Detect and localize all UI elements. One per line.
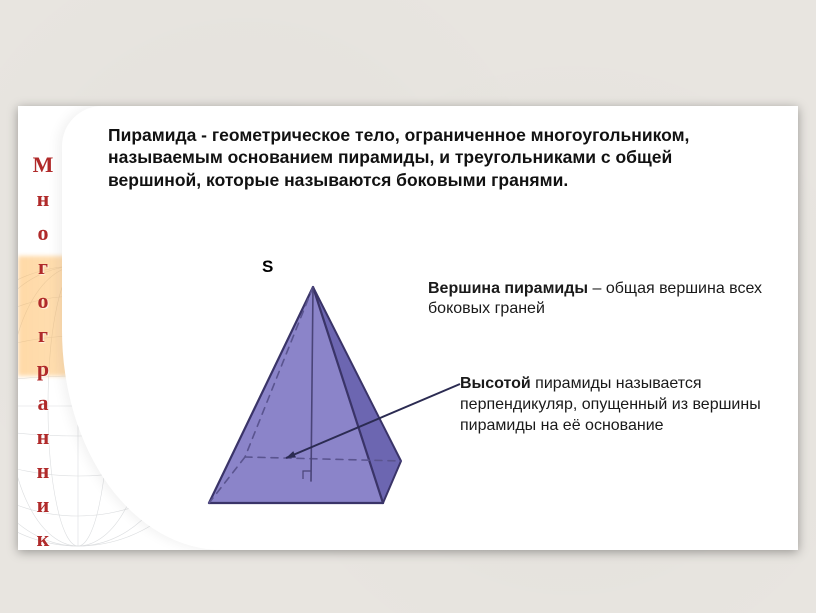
slide: Многогранники Пирамида - геометрическое …	[18, 106, 798, 550]
pointer-arrow	[18, 106, 798, 550]
